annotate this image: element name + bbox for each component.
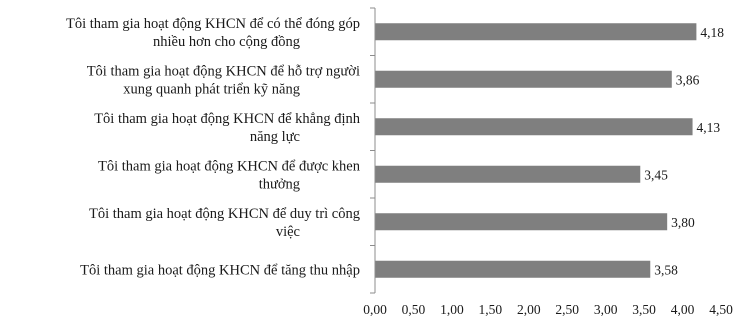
x-tick-label-5: 2,00 — [517, 302, 541, 317]
bar-2 — [375, 70, 672, 88]
data-label-6: 3,58 — [654, 262, 678, 277]
x-tick-label-7: 3,00 — [594, 302, 618, 317]
x-tick-label-2: 0,50 — [402, 302, 426, 317]
data-label-3: 4,13 — [697, 120, 721, 135]
category-label-4: Tôi tham gia hoạt động KHCN để được khen… — [98, 158, 361, 192]
x-tick-label-1: 0,00 — [363, 302, 387, 317]
x-tick-label-8: 3,50 — [632, 302, 656, 317]
x-tick-label-4: 1,50 — [479, 302, 503, 317]
data-label-2: 3,86 — [676, 72, 700, 87]
bar-3 — [375, 118, 693, 136]
category-label-6: Tôi tham gia hoạt động KHCN để tăng thu … — [80, 262, 360, 278]
bar-4 — [375, 165, 641, 183]
category-label-5: Tôi tham gia hoạt động KHCN để duy trì c… — [89, 206, 360, 240]
data-label-1: 4,18 — [700, 25, 724, 40]
x-tick-label-3: 1,00 — [440, 302, 464, 317]
bars-group — [375, 23, 697, 278]
category-label-3: Tôi tham gia hoạt động KHCN để khẳng địn… — [94, 111, 361, 145]
category-label-2: Tôi tham gia hoạt động KHCN để hỗ trợ ng… — [87, 63, 360, 97]
data-label-5: 3,80 — [671, 215, 695, 230]
x-tick-label-6: 2,50 — [555, 302, 579, 317]
category-label-1: Tôi tham gia hoạt động KHCN để có thể đó… — [66, 16, 360, 50]
axes-group — [370, 7, 376, 294]
x-tick-label-10: 4,50 — [709, 302, 733, 317]
bar-5 — [375, 213, 668, 231]
labels-group: 4,18 3,86 4,13 3,45 3,80 3,58 Tôi tham gia hoạ… — [66, 16, 733, 317]
data-label-4: 3,45 — [644, 167, 668, 182]
bar-1 — [375, 23, 697, 41]
x-tick-label-9: 4,00 — [671, 302, 695, 317]
bar-6 — [375, 260, 651, 278]
